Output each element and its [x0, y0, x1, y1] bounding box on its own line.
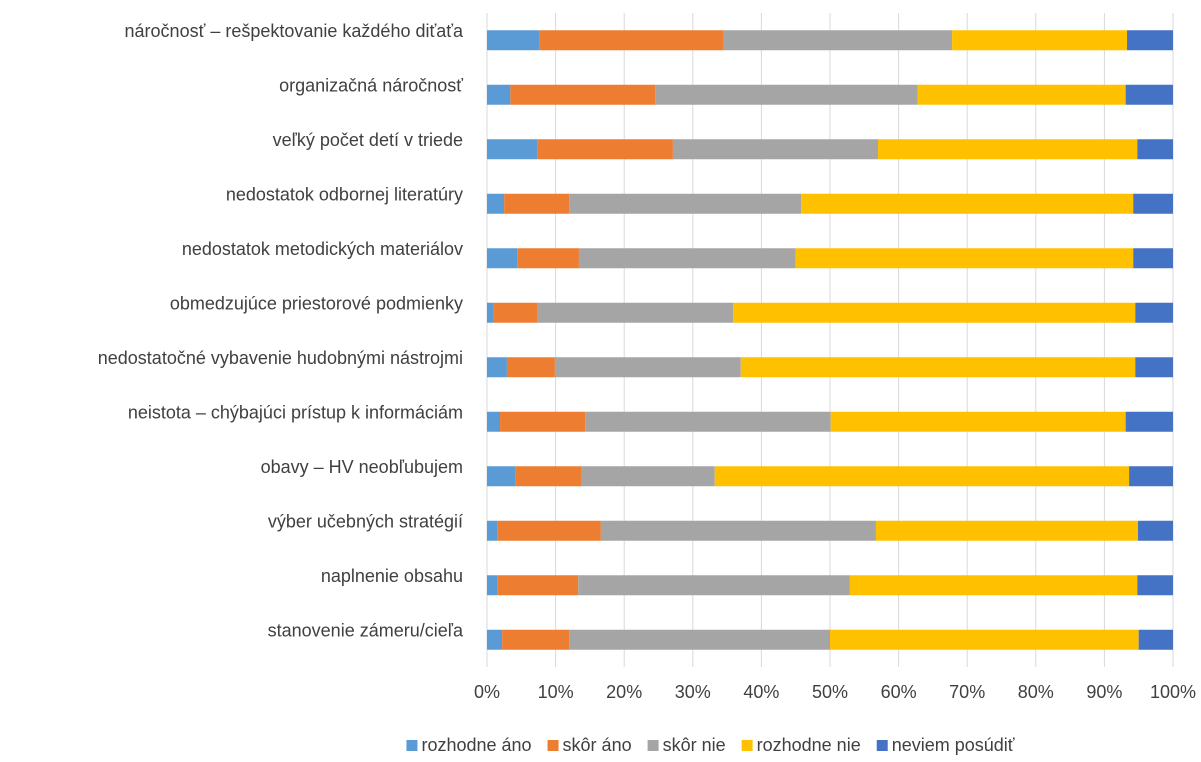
x-tick-label: 20%	[606, 682, 642, 702]
x-tick-label: 90%	[1086, 682, 1122, 702]
bar-segment	[537, 139, 673, 160]
x-tick-label: 50%	[812, 682, 848, 702]
legend-label: neviem posúdiť	[892, 735, 1015, 755]
legend-swatch	[741, 740, 753, 751]
bar-segment	[1133, 193, 1173, 214]
bar-segment	[487, 575, 498, 596]
bar-segment	[830, 411, 1126, 432]
bar-segment	[714, 466, 1130, 487]
bar-segment	[487, 84, 511, 105]
bar-segment	[487, 629, 503, 650]
legend-swatch	[547, 740, 559, 751]
x-tick-label: 10%	[538, 682, 574, 702]
bar-segment	[1135, 302, 1173, 323]
bar-segment	[917, 84, 1126, 105]
bar-segment	[510, 84, 656, 105]
bar-segment	[515, 466, 582, 487]
legend-swatch	[647, 740, 659, 751]
bar-segment	[1135, 357, 1173, 378]
bar-segment	[537, 302, 734, 323]
bar-segment	[878, 139, 1138, 160]
bar-segment	[1133, 248, 1173, 269]
bar-segment	[502, 629, 570, 650]
bar-segment	[581, 466, 715, 487]
x-tick-label: 40%	[743, 682, 779, 702]
x-tick-label: 0%	[474, 682, 500, 702]
bar-segment	[1137, 139, 1173, 160]
y-tick-label: výber učebných stratégií	[268, 512, 463, 532]
bar-segment	[487, 248, 518, 269]
bar-segment	[569, 193, 802, 214]
legend-label: skôr áno	[563, 735, 632, 755]
bar-segment	[1129, 466, 1173, 487]
y-tick-label: náročnosť – rešpektovanie každého diťaťa	[125, 21, 464, 41]
bar-segment	[740, 357, 1136, 378]
bar-segment	[1127, 30, 1173, 51]
bar-segment	[795, 248, 1134, 269]
bar-segment	[1138, 629, 1173, 650]
bar-segment	[578, 248, 796, 269]
y-tick-label: organizačná náročnosť	[279, 76, 463, 96]
y-tick-label: nedostatok odbornej literatúry	[226, 185, 463, 205]
bar-segment	[722, 30, 953, 51]
bar-segment	[487, 411, 501, 432]
bar-segment	[672, 139, 879, 160]
x-tick-label: 80%	[1018, 682, 1054, 702]
bar-segment	[487, 357, 507, 378]
x-tick-label: 70%	[949, 682, 985, 702]
bar-segment	[506, 357, 555, 378]
bar-segment	[493, 302, 538, 323]
bar-segment	[497, 575, 579, 596]
x-tick-label: 60%	[881, 682, 917, 702]
bar-segment	[952, 30, 1128, 51]
bar-segment	[487, 139, 538, 160]
y-tick-label: veľký počet detí v triede	[273, 130, 463, 150]
bar-segment	[875, 520, 1139, 541]
bar-segment	[830, 629, 1139, 650]
bar-segment	[504, 193, 570, 214]
bar-segment	[1138, 520, 1173, 541]
bar-segment	[849, 575, 1138, 596]
x-tick-label: 100%	[1150, 682, 1196, 702]
y-tick-label: stanovenie zámeru/cieľa	[268, 621, 464, 641]
bar-segment	[497, 520, 601, 541]
bar-segment	[733, 302, 1136, 323]
x-tick-label: 30%	[675, 682, 711, 702]
y-tick-label: obavy – HV neobľubujem	[261, 457, 463, 477]
bar-segment	[600, 520, 876, 541]
y-tick-label: nedostatočné vybavenie hudobnými nástroj…	[98, 348, 463, 368]
bar-segment	[487, 30, 540, 51]
bar-segment	[487, 466, 516, 487]
bar-segment	[487, 193, 505, 214]
bar-segment	[517, 248, 579, 269]
legend-label: rozhodne nie	[757, 735, 861, 755]
bar-segment	[539, 30, 723, 51]
y-tick-label: naplnenie obsahu	[321, 566, 463, 586]
bar-segment	[1125, 84, 1173, 105]
bar-segment	[569, 629, 830, 650]
bar-segment	[1125, 411, 1173, 432]
bar-segment	[500, 411, 586, 432]
legend-swatch	[876, 740, 888, 751]
bar-segment	[578, 575, 850, 596]
bar-segment	[1137, 575, 1173, 596]
bar-segment	[585, 411, 831, 432]
legend-swatch	[406, 740, 418, 751]
legend-label: skôr nie	[663, 735, 726, 755]
y-tick-label: nedostatok metodických materiálov	[182, 239, 463, 259]
bar-segment	[655, 84, 918, 105]
bar-segment	[801, 193, 1134, 214]
legend-label: rozhodne áno	[421, 735, 531, 755]
bar-segment	[487, 520, 498, 541]
y-tick-label: obmedzujúce priestorové podmienky	[170, 294, 463, 314]
bar-segment	[487, 302, 494, 323]
bar-segment	[554, 357, 741, 378]
y-tick-label: neistota – chýbajúci prístup k informáci…	[128, 403, 463, 423]
